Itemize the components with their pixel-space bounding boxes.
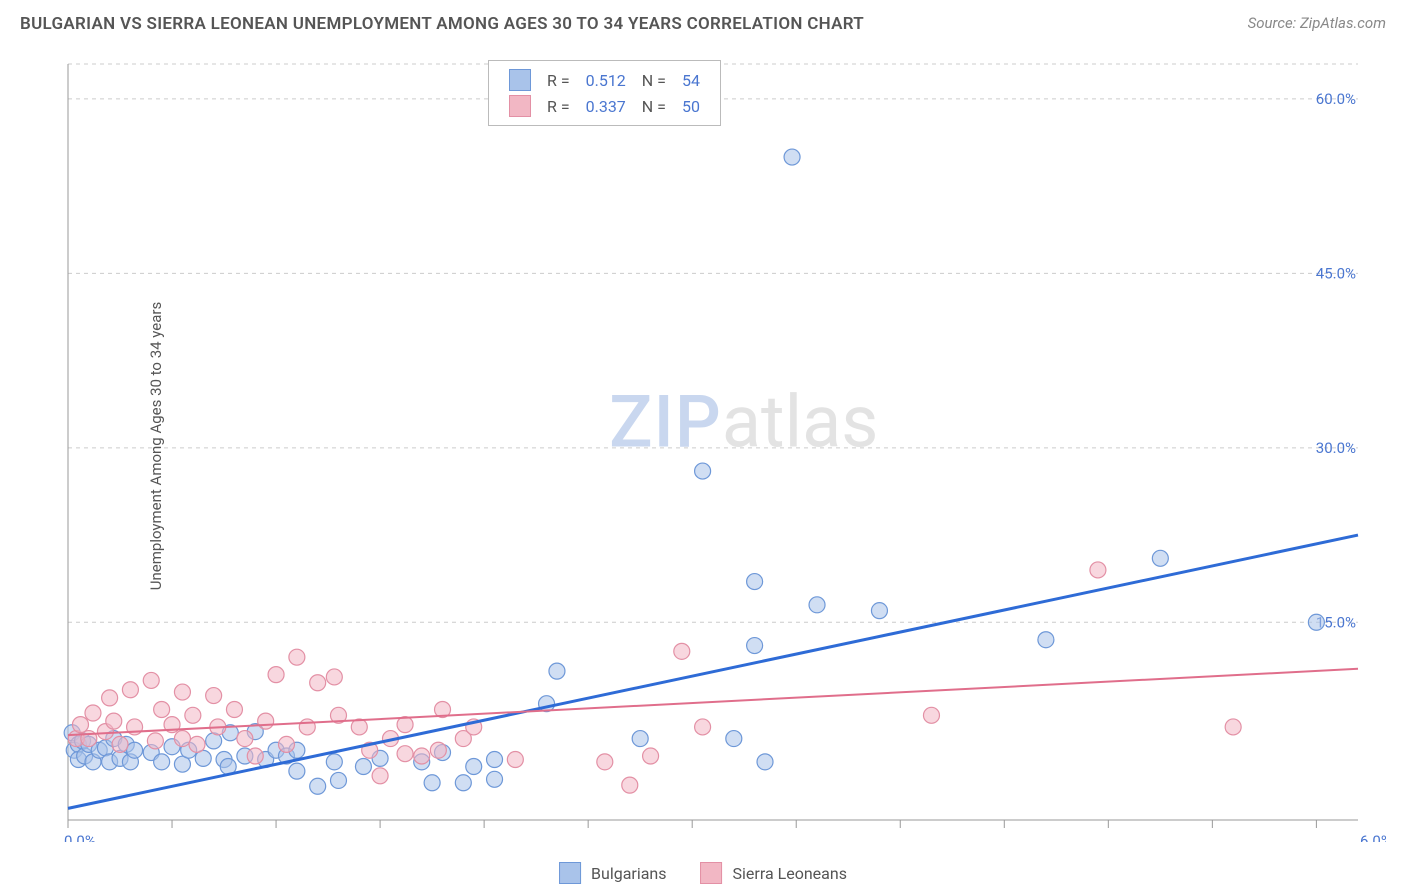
svg-text:0.0%: 0.0% [64,832,96,842]
svg-text:30.0%: 30.0% [1316,439,1356,457]
legend-label: Sierra Leoneans [733,864,847,883]
svg-text:45.0%: 45.0% [1316,264,1356,282]
legend-swatch-icon [701,862,723,884]
legend-swatch-icon [509,95,531,117]
svg-text:60.0%: 60.0% [1316,90,1356,108]
chart-title: BULGARIAN VS SIERRA LEONEAN UNEMPLOYMENT… [20,14,864,34]
stats-legend-row: R =0.337 N =50 [501,93,708,119]
legend-swatch-icon [509,69,531,91]
legend-item: Bulgarians [559,862,666,884]
legend-swatch-icon [559,862,581,884]
chart-area: Unemployment Among Ages 30 to 34 years 1… [48,50,1386,842]
y-axis-label: Unemployment Among Ages 30 to 34 years [147,302,165,590]
legend-label: Bulgarians [591,864,666,883]
scatter-chart-svg: 15.0%30.0%45.0%60.0%0.0%6.0% [48,50,1386,842]
stats-legend-row: R =0.512 N =54 [501,67,708,93]
stats-legend: R =0.512 N =54 R =0.337 N =50 [488,60,721,126]
chart-source: Source: ZipAtlas.com [1248,14,1386,32]
svg-text:6.0%: 6.0% [1360,832,1386,842]
series-legend: Bulgarians Sierra Leoneans [559,862,847,884]
legend-item: Sierra Leoneans [701,862,847,884]
